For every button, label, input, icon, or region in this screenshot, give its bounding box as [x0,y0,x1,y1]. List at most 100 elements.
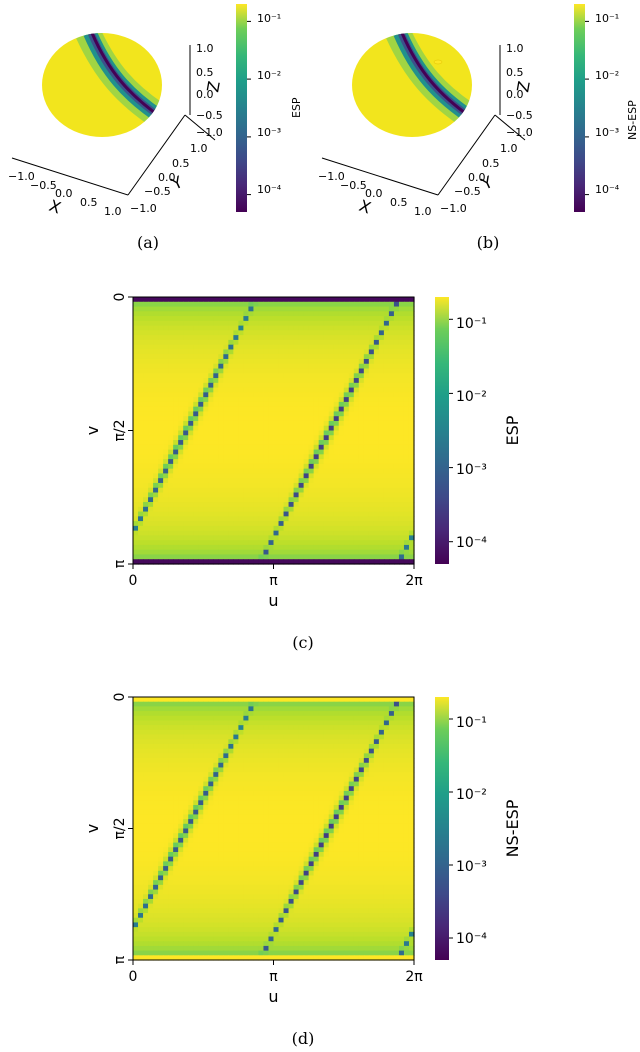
heatmap-cell [298,511,305,517]
heatmap-cell [318,430,325,436]
heatmap-cell [348,373,355,379]
heatmap-cell [183,554,189,560]
heatmap-cell [148,743,154,750]
heatmap-cell [388,781,395,787]
heatmap-cell [353,511,360,517]
heatmap-cell [388,511,395,517]
heatmap-cell [138,301,144,308]
heatmap-cell [318,301,325,308]
heatmap-cell [363,516,370,522]
heatmap-cell [288,697,295,703]
heatmap-cell [243,781,250,787]
heatmap-cell [213,521,219,527]
heatmap-cell [143,506,149,513]
heatmap-cell [273,819,280,825]
heatmap-cell [133,786,139,792]
heatmap-cell [143,720,149,726]
heatmap-cell [163,729,169,736]
heatmap-cell [138,516,144,522]
heatmap-cell [248,776,255,783]
heatmap-cell [343,506,350,513]
heatmap-cell [383,748,390,754]
heatmap-cell [383,823,390,830]
heatmap-cell [368,463,375,470]
heatmap-cell [298,492,305,498]
heatmap-cell [213,420,219,427]
heatmap-cell [303,311,310,317]
heatmap-cell [138,435,144,441]
heatmap-cell [173,739,179,745]
heatmap-cell [313,786,320,792]
heatmap-cell [158,492,164,498]
heatmap-cell [268,819,275,825]
heatmap-cell [163,748,169,754]
heatmap-cell [303,758,310,764]
heatmap-cell [393,339,400,346]
heatmap-cell [133,525,139,532]
heatmap-cell [378,306,385,312]
heatmap-cell [223,786,229,792]
heatmap-cell [408,297,415,303]
heatmap-cell [158,392,164,398]
heatmap-cell [338,819,345,825]
heatmap-cell [238,701,244,707]
heatmap-cell [358,344,365,351]
heatmap-cell [408,368,415,374]
heatmap-cell [368,739,375,745]
heatmap-cell [393,382,400,389]
heatmap-cell [348,800,355,806]
heatmap-cell [338,554,345,560]
heatmap-cell [383,720,390,726]
heatmap-cell [388,497,395,503]
heatmap-cell [143,468,149,475]
heatmap-cell [403,316,410,322]
heatmap-cell [188,828,194,834]
heatmap-cell [203,430,209,436]
heatmap-cell [403,444,410,451]
heatmap-cell [293,767,300,773]
y-tick-label: −1.0 [130,202,157,215]
heatmap-cell [403,297,410,303]
heatmap-cell [243,697,250,703]
heatmap-cell [318,487,325,494]
heatmap-cell [403,306,410,312]
heatmap-cell [408,339,415,346]
heatmap-cell [333,320,340,327]
heatmap-cell [383,781,390,787]
heatmap-cell [238,748,244,754]
heatmap-cell [368,311,375,317]
heatmap-cell [248,339,255,346]
heatmap-cell [393,739,400,745]
heatmap-cell [318,468,325,475]
heatmap-cell [183,502,189,508]
heatmap-cell [198,335,204,341]
heatmap-cell [363,767,370,773]
heatmap-cell [398,316,405,322]
heatmap-cell [343,781,350,787]
heatmap-cell [288,478,295,484]
heatmap-cell [363,401,370,408]
heatmap-cell [203,463,209,470]
heatmap-cell [213,358,219,365]
heatmap-cell [348,435,355,441]
heatmap-cell [368,349,375,355]
heatmap-cell [308,463,315,470]
heatmap-cell [348,363,355,370]
heatmap-cell [178,715,184,722]
heatmap-cell [163,559,169,565]
heatmap-cell [208,463,214,470]
heatmap-cell [163,358,169,365]
heatmap-cell [313,316,320,322]
heatmap-cell [383,828,390,834]
heatmap-cell [363,392,370,398]
heatmap-cell [203,449,209,455]
heatmap-cell [313,715,320,722]
heatmap-cell [293,715,300,722]
heatmap-cell [388,320,395,327]
heatmap-cell [178,363,184,370]
heatmap-cell [258,734,265,740]
heatmap-cell [223,540,229,546]
heatmap-cell [318,823,325,830]
heatmap-cell [223,316,229,322]
heatmap-cell [138,549,144,556]
